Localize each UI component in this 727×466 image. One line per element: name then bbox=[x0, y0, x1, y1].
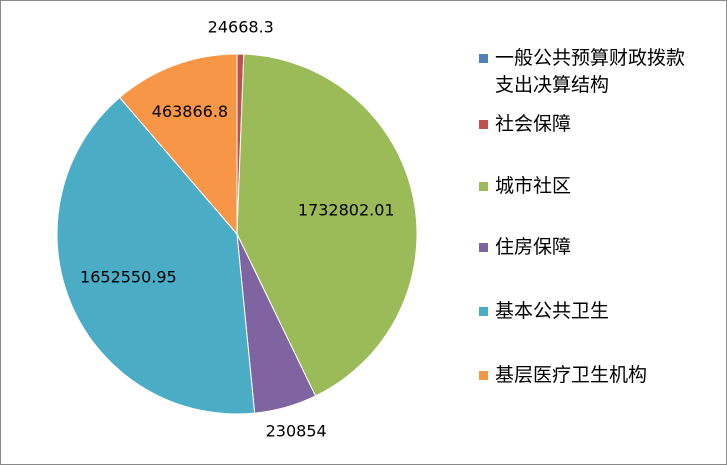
legend-swatch-2 bbox=[479, 182, 488, 191]
pie-slice-4 bbox=[56, 96, 256, 415]
legend-label-0: 一般公共预算财政拨款 支出决算结构 bbox=[495, 47, 686, 96]
legend-item-3: 住房保障 bbox=[479, 234, 710, 261]
data-label-3: 230854 bbox=[266, 421, 327, 440]
legend-swatch-4 bbox=[479, 307, 488, 316]
legend-label-2: 城市社区 bbox=[495, 175, 572, 197]
legend-swatch-5 bbox=[479, 371, 488, 380]
legend-label-3: 住房保障 bbox=[495, 236, 572, 258]
legend-item-1: 社会保障 bbox=[479, 111, 710, 138]
legend-swatch-0 bbox=[479, 54, 488, 63]
legend-item-5: 基层医疗卫生机构 bbox=[479, 362, 710, 389]
pie-slice-2 bbox=[236, 53, 418, 397]
legend-label-4: 基本公共卫生 bbox=[495, 300, 610, 322]
data-label-1: 24668.3 bbox=[208, 18, 274, 37]
legend-swatch-3 bbox=[479, 243, 488, 252]
legend-item-4: 基本公共卫生 bbox=[479, 298, 710, 325]
legend-item-0: 一般公共预算财政拨款 支出决算结构 bbox=[479, 45, 710, 99]
data-label-5: 463866.8 bbox=[152, 102, 228, 121]
pie-slice-5 bbox=[118, 53, 238, 236]
legend-label-1: 社会保障 bbox=[495, 113, 572, 135]
pie-slices bbox=[56, 53, 418, 415]
legend-label-5: 基层医疗卫生机构 bbox=[495, 364, 648, 386]
data-label-2: 1732802.01 bbox=[298, 201, 395, 220]
legend-item-2: 城市社区 bbox=[479, 173, 710, 200]
data-labels: 24668.3 1732802.01 230854 1652550.95 463866.… bbox=[80, 18, 395, 441]
data-label-4: 1652550.95 bbox=[80, 267, 177, 286]
legend-swatch-1 bbox=[479, 120, 488, 129]
